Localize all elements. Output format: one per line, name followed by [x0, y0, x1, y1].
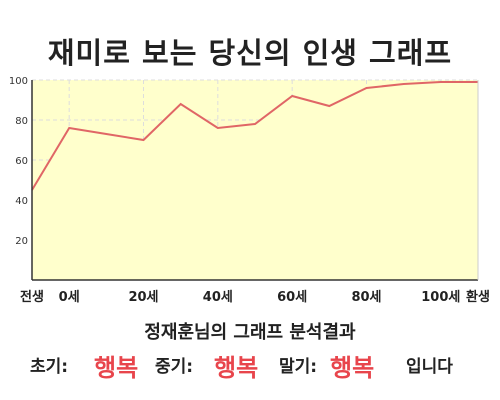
- y-tick-label: 20: [15, 236, 28, 247]
- x-tick-labels: 전생 0세 20세 40세 60세 80세 100세 환생: [20, 289, 490, 305]
- x-tick-label: 전생: [20, 289, 44, 305]
- y-tick-label: 80: [15, 116, 28, 127]
- chart-title: 재미로 보는 당신의 인생 그래프: [47, 36, 453, 70]
- y-tick-labels: 20 40 60 80 100: [9, 76, 28, 247]
- late-label: 말기:: [279, 357, 318, 377]
- mid-label: 중기:: [155, 357, 194, 377]
- x-tick-label: 80세: [351, 290, 381, 305]
- y-tick-label: 60: [15, 156, 28, 167]
- x-tick-label: 60세: [277, 290, 307, 305]
- x-tick-label: 환생: [466, 289, 490, 305]
- life-area-fill: [32, 82, 478, 280]
- early-label: 초기:: [30, 357, 69, 377]
- analysis-result: 초기: 행복 중기: 행복 말기: 행복 입니다: [0, 348, 500, 382]
- x-tick-label: 100세: [421, 290, 460, 305]
- mid-value: 행복: [214, 354, 259, 382]
- y-tick-label: 100: [9, 76, 28, 87]
- x-tick-label: 40세: [203, 290, 233, 305]
- y-tick-label: 40: [15, 196, 28, 207]
- early-value: 행복: [94, 354, 139, 382]
- late-value: 행복: [330, 354, 375, 382]
- ending-text: 입니다: [406, 357, 453, 377]
- x-tick-label: 0세: [59, 290, 80, 305]
- x-tick-label: 20세: [128, 290, 158, 305]
- analysis-caption: 정재훈님의 그래프 분석결과: [144, 322, 356, 343]
- life-line: [31, 81, 478, 191]
